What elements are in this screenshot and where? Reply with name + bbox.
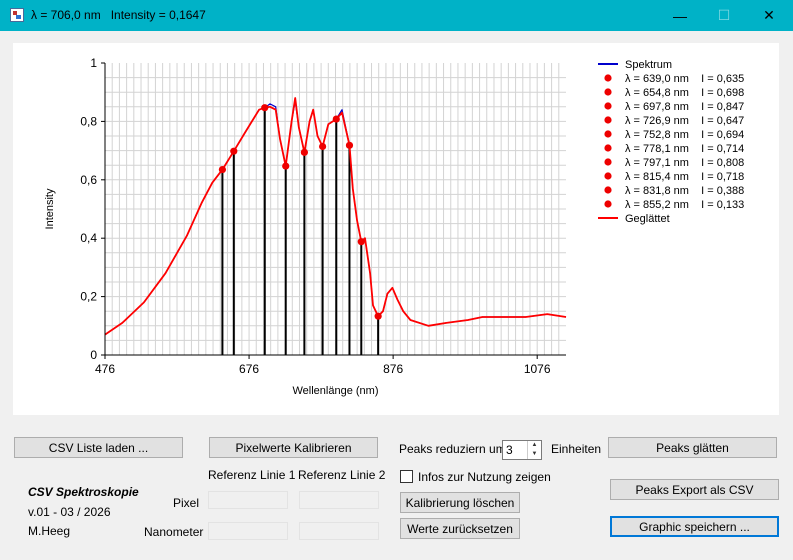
app-name: CSV Spektroskopie (28, 485, 139, 499)
legend-peak-marker (604, 158, 612, 166)
peak-point (300, 148, 308, 156)
app-version: v.01 - 03 / 2026 (28, 505, 111, 519)
legend-peak-label: λ = 697,8 nm I = 0,847 (625, 101, 744, 113)
legend-peak-label: λ = 778,1 nm I = 0,714 (625, 143, 744, 155)
close-icon[interactable]: ✕ (763, 7, 775, 23)
nanometer-label: Nanometer (144, 525, 204, 539)
minimize-icon[interactable]: — (673, 7, 687, 24)
reset-values-button[interactable]: Werte zurücksetzen (400, 518, 520, 539)
axes (104, 63, 566, 356)
x-tick-label: 676 (239, 362, 259, 376)
y-tick-label: 1 (90, 56, 97, 70)
window-title: λ = 706,0 nm Intensity = 0,1647 (31, 8, 206, 22)
legend-peak-label: λ = 797,1 nm I = 0,808 (625, 157, 744, 169)
ref2-nanometer-field (299, 522, 379, 540)
y-axis-label: Intensity (44, 188, 56, 229)
ref1-nanometer-field (208, 522, 288, 540)
x-axis-label: Wellenlänge (nm) (292, 385, 378, 397)
units-label: Einheiten (551, 442, 602, 456)
show-info-checkbox[interactable] (400, 470, 413, 483)
pixel-label: Pixel (173, 496, 200, 510)
legend-label-spektrum: Spektrum (625, 59, 672, 71)
legend-peak-label: λ = 726,9 nm I = 0,647 (625, 115, 744, 127)
ref-line-2-header: Referenz Linie 2 (298, 468, 386, 482)
legend-peak-label: λ = 855,2 nm I = 0,133 (625, 199, 744, 211)
peak-point (357, 238, 365, 246)
client-area: 0 0,2 0,4 0,6 0,8 1 476 676 876 1076 Wellenlänge … (1, 31, 792, 559)
peaks-reduce-label: Peaks reduziern um (399, 442, 506, 456)
y-tick-label: 0,4 (80, 231, 97, 245)
y-tick-label: 0,8 (80, 114, 97, 128)
legend-peak-marker (604, 116, 612, 124)
peak-lines (221, 107, 380, 355)
legend-peak-marker (604, 74, 612, 82)
y-tick-label: 0,2 (80, 290, 97, 304)
peaks-reduce-value[interactable]: 3 (506, 443, 513, 457)
y-tick-label: 0 (90, 348, 97, 362)
peak-point (319, 142, 327, 151)
legend-peak-marker (604, 130, 612, 138)
maximize-icon: ☐ (717, 7, 731, 23)
legend-peak-marker (604, 200, 612, 208)
stepper-down-icon[interactable]: ▼ (531, 451, 538, 457)
x-tick-label: 1076 (524, 362, 551, 376)
legend-label-geglaettet: Geglättet (625, 213, 670, 225)
export-csv-button[interactable]: Peaks Export als CSV (610, 479, 779, 500)
clear-calibration-button[interactable]: Kalibrierung löschen (400, 492, 520, 513)
peak-point (374, 312, 382, 320)
legend-peak-marker (604, 102, 612, 110)
ref-line-1-header: Referenz Linie 1 (208, 468, 296, 482)
y-tick-label: 0,6 (80, 173, 97, 187)
peaks-reduce-stepper[interactable]: 3 ▲ ▼ (502, 440, 542, 460)
legend-peak-label: λ = 752,8 nm I = 0,694 (625, 129, 744, 141)
peak-point (261, 104, 269, 112)
csv-load-button[interactable]: CSV Liste laden ... (14, 437, 183, 458)
show-info-label[interactable]: Infos zur Nutzung zeigen (418, 470, 551, 484)
title-bar: λ = 706,0 nm Intensity = 0,1647 — ☐ ✕ (0, 0, 793, 31)
peak-point (332, 115, 340, 123)
app-author: M.Heeg (28, 524, 71, 538)
x-tick-label: 876 (383, 362, 403, 376)
stepper-up-icon[interactable]: ▲ (531, 442, 538, 448)
spectrum-chart: 0 0,2 0,4 0,6 0,8 1 476 676 876 1076 Wellenlänge … (44, 56, 744, 397)
x-tick-label: 476 (95, 362, 115, 376)
save-graphic-button[interactable]: Graphic speichern ... (610, 516, 779, 537)
legend-peak-label: λ = 831,8 nm I = 0,388 (625, 185, 744, 197)
legend-peak-marker (604, 144, 612, 152)
legend-peak-label: λ = 639,0 nm I = 0,635 (625, 73, 744, 85)
legend-peak-marker (604, 88, 612, 96)
stepper-buttons: ▲ ▼ (527, 441, 541, 459)
tick-labels: 0 0,2 0,4 0,6 0,8 1 476 676 876 1076 (80, 56, 551, 376)
peak-point (345, 141, 354, 149)
legend: Spektrum λ = 639,0 nm I = 0,635 λ = 654,8 … (598, 59, 744, 225)
smooth-peaks-button[interactable]: Peaks glätten (608, 437, 777, 458)
ref1-pixel-field (208, 491, 288, 509)
peak-markers (218, 104, 382, 320)
plot-panel: 0 0,2 0,4 0,6 0,8 1 476 676 876 1076 Wellenlänge … (13, 43, 779, 415)
legend-peak-label: λ = 654,8 nm I = 0,698 (625, 87, 744, 99)
legend-peak-label: λ = 815,4 nm I = 0,718 (625, 171, 744, 183)
app-icon[interactable] (10, 8, 24, 22)
legend-peak-marker (604, 186, 612, 194)
peak-point (282, 162, 290, 170)
peak-point (218, 165, 227, 174)
peak-point (230, 147, 238, 155)
calibrate-button[interactable]: Pixelwerte Kalibrieren (209, 437, 378, 458)
legend-peak-marker (604, 172, 612, 180)
ref2-pixel-field (299, 491, 379, 509)
